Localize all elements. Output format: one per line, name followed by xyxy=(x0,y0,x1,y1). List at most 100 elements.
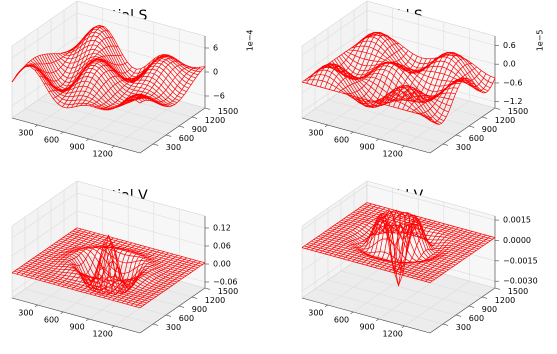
tick-mark xyxy=(350,131,354,135)
grid-line xyxy=(114,280,180,327)
subplot: Field S300600900120030060090012001500−1.… xyxy=(301,0,545,159)
surface-wireframe xyxy=(76,25,206,70)
grid-line xyxy=(11,12,78,59)
surface-wireframe xyxy=(63,39,192,86)
surface-wireframe xyxy=(126,258,192,305)
y-axis-line xyxy=(429,107,496,154)
tick-mark xyxy=(60,311,64,315)
z-tick-label: −0.06 xyxy=(213,278,238,287)
y-tick-label: 600 xyxy=(469,314,484,323)
grid-line xyxy=(76,72,206,109)
surface-wireframe xyxy=(416,70,482,114)
grid-line xyxy=(378,273,444,320)
z-tick-label: 0.12 xyxy=(213,224,231,233)
surface-wireframe xyxy=(130,260,197,306)
surface-wireframe xyxy=(334,213,463,287)
grid-line xyxy=(37,259,103,306)
surface-wireframe xyxy=(397,54,464,109)
surface-wireframe xyxy=(112,255,178,301)
y-tick-label: 1500 xyxy=(508,107,528,116)
surface-wireframe xyxy=(357,33,486,94)
x-tick-label: 600 xyxy=(334,316,349,325)
subplot: Field V300600900120030060090012001500−0.… xyxy=(301,180,538,339)
surface-wireframe xyxy=(130,67,196,103)
surface-wireframe xyxy=(107,55,174,111)
surface-wireframe xyxy=(65,235,194,272)
subplot: Potential S30060090012003006009001200150… xyxy=(11,0,255,159)
surface-wireframe xyxy=(402,229,468,276)
tick-mark xyxy=(350,311,354,315)
surface-wireframe xyxy=(364,32,493,84)
surface-wireframe xyxy=(411,232,477,278)
y-tick-label: 1500 xyxy=(508,287,528,296)
surface-wireframe xyxy=(116,256,183,302)
surface-wireframe xyxy=(74,229,203,265)
z-tick-label: 0.06 xyxy=(213,242,231,251)
y-axis-line xyxy=(139,107,206,154)
y-tick-label: 300 xyxy=(166,143,181,152)
surface-wireframe xyxy=(388,226,455,272)
grid-line xyxy=(314,108,444,145)
surface-wireframe xyxy=(420,73,487,119)
tick-mark xyxy=(455,134,462,137)
grid-line xyxy=(366,28,496,65)
grid-line xyxy=(366,252,496,289)
grid-line xyxy=(340,90,470,127)
surface-wireframe xyxy=(425,236,491,282)
x-axis-line xyxy=(301,117,431,154)
surface-wireframe xyxy=(94,250,160,296)
y-tick-label: 1200 xyxy=(205,296,225,305)
grid-line xyxy=(301,47,368,94)
surface-wireframe xyxy=(135,66,201,105)
y-tick-label: 1200 xyxy=(495,116,515,125)
surface-wireframe xyxy=(384,223,450,271)
x-tick-label: 300 xyxy=(308,309,323,318)
tick-mark xyxy=(178,305,185,308)
surface-wireframe xyxy=(135,261,201,307)
z-tick-label: 0 xyxy=(213,68,218,77)
x-tick-label: 1200 xyxy=(93,330,113,339)
y-tick-label: 600 xyxy=(469,134,484,143)
surface-wireframe xyxy=(370,214,436,274)
surface-wireframe xyxy=(69,232,199,268)
grid-line xyxy=(327,99,457,136)
surface-wireframe xyxy=(397,228,464,275)
surface-wireframe xyxy=(121,257,187,304)
x-tick-label: 300 xyxy=(18,129,33,138)
y-tick-label: 900 xyxy=(192,305,207,314)
z-offset-label: 1e−4 xyxy=(246,29,255,51)
tick-mark xyxy=(376,318,379,322)
tick-mark xyxy=(111,325,115,329)
y-tick-label: 900 xyxy=(482,305,497,314)
y-tick-label: 900 xyxy=(482,125,497,134)
surface-wireframe xyxy=(420,234,487,281)
grid-line xyxy=(76,252,206,289)
tick-mark xyxy=(204,287,211,290)
grid-line xyxy=(76,36,206,73)
surface-wireframe xyxy=(379,217,445,270)
tick-mark xyxy=(494,107,501,110)
surface-wireframe xyxy=(46,241,175,291)
tick-mark xyxy=(481,116,488,119)
surface-wireframe xyxy=(60,238,189,275)
grid-line xyxy=(11,192,78,239)
surface-wireframe xyxy=(44,234,173,293)
x-axis-line xyxy=(11,297,141,334)
surface-wireframe xyxy=(359,32,489,92)
tick-mark xyxy=(468,305,475,308)
tick-mark xyxy=(455,314,462,317)
surface-wireframe xyxy=(98,251,165,297)
z-tick-label: −0.6 xyxy=(503,78,522,87)
surface-wireframe xyxy=(51,245,180,286)
surface-wireframe xyxy=(60,44,189,89)
x-tick-label: 600 xyxy=(44,136,59,145)
tick-mark xyxy=(152,143,159,146)
y-tick-label: 300 xyxy=(456,323,471,332)
grid-line xyxy=(76,12,206,49)
x-tick-label: 900 xyxy=(69,143,84,152)
surface-wireframe xyxy=(352,40,482,93)
z-tick-label: 0.00 xyxy=(213,260,231,269)
grid-line xyxy=(301,28,368,75)
tick-mark xyxy=(191,116,198,119)
